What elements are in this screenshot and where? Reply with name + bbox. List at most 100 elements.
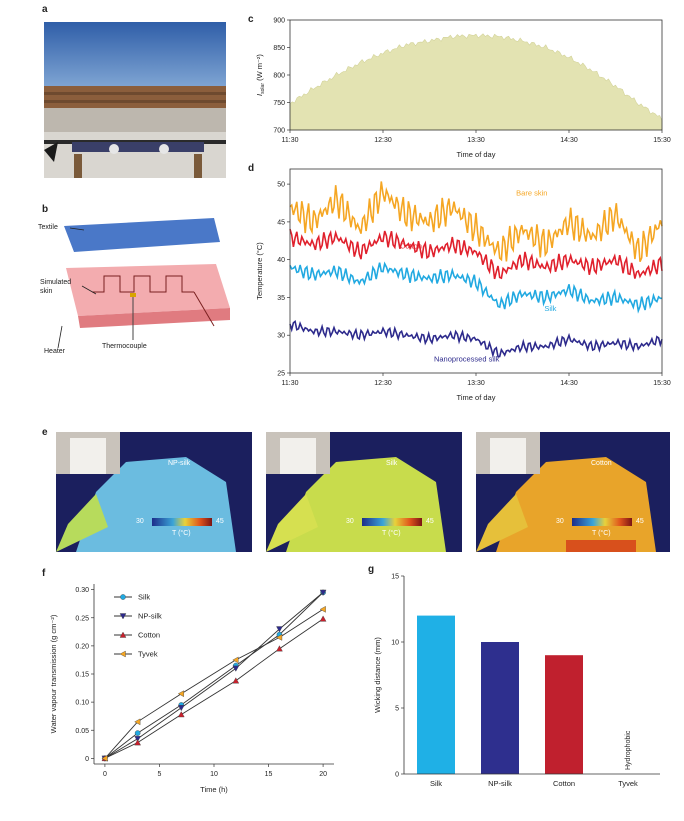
bar-silk bbox=[417, 615, 455, 774]
y-tick-label: 0.05 bbox=[75, 728, 89, 735]
y-tick-label: 800 bbox=[273, 73, 285, 80]
textile-label: Textile bbox=[38, 224, 58, 231]
x-tick-label: 11:30 bbox=[282, 137, 299, 144]
data-point bbox=[134, 718, 141, 726]
series-line-np-silk bbox=[104, 592, 324, 759]
y-axis-label: Temperature (°C) bbox=[255, 242, 264, 300]
x-tick-label: 0 bbox=[103, 771, 107, 778]
data-point bbox=[276, 626, 283, 633]
thermal-images-drawing bbox=[56, 432, 670, 552]
x-tick-label: 11:30 bbox=[282, 380, 299, 387]
x-tick-label: 13:30 bbox=[467, 380, 485, 387]
legend-marker bbox=[120, 594, 126, 600]
y-tick-label: 0.10 bbox=[75, 700, 89, 707]
thermal-scale-min-1: 30 bbox=[136, 518, 144, 525]
thermal-scale-min-2: 30 bbox=[346, 518, 354, 525]
y-tick-label: 0.25 bbox=[75, 615, 89, 622]
data-point bbox=[319, 615, 327, 622]
wicking-distance-chart: Silk NP-silk Cotton Tyvek Hydrophobic 0 5 10 15 W… bbox=[373, 574, 660, 788]
schematic-drawing bbox=[57, 218, 230, 349]
y-tick-label: 5 bbox=[395, 706, 399, 713]
solar-area bbox=[289, 33, 663, 131]
panel-label-a: a bbox=[42, 4, 48, 15]
legend-label: Cotton bbox=[138, 631, 160, 640]
panel-label-c: c bbox=[248, 14, 254, 25]
thermal-unit-2: T (°C) bbox=[382, 530, 401, 537]
thermal-scale-max-3: 45 bbox=[636, 518, 644, 525]
textile-schematic: Textile Simulated skin Heater Thermocoup… bbox=[38, 208, 244, 368]
y-tick-label: 50 bbox=[277, 182, 285, 189]
series-line-bare-skin bbox=[289, 181, 663, 263]
bar-cotton bbox=[545, 655, 583, 774]
x-tick-label: 14:30 bbox=[560, 137, 578, 144]
thermal-images: NP-silk 30 45 T (°C) Silk 30 45 T (°C) C… bbox=[56, 432, 670, 552]
y-tick-label: 700 bbox=[273, 128, 285, 135]
x-tick-label: Tyvek bbox=[618, 779, 638, 788]
panel-label-b: b bbox=[42, 204, 49, 215]
y-tick-label: 900 bbox=[273, 18, 285, 25]
panel-label-d: d bbox=[248, 163, 255, 174]
data-point bbox=[134, 730, 141, 736]
data-point bbox=[232, 665, 240, 672]
thermal-scale-max-2: 45 bbox=[426, 518, 434, 525]
series-line-silk bbox=[289, 261, 662, 314]
panel-label-g: g bbox=[368, 564, 375, 575]
legend-label: Silk bbox=[138, 593, 150, 602]
simulated-skin-line2: skin bbox=[40, 288, 53, 295]
hydrophobic-annotation: Hydrophobic bbox=[625, 730, 632, 770]
data-point bbox=[177, 690, 184, 698]
x-tick-label: 14:30 bbox=[560, 380, 578, 387]
panel-label-e: e bbox=[42, 427, 48, 438]
x-axis-label: Time of day bbox=[457, 150, 496, 159]
thermal-label-silk: Silk bbox=[386, 460, 398, 467]
solar-irradiance-chart: 700 750 800 850 900 11:30 12:30 13:30 14:30 15:30… bbox=[255, 18, 671, 160]
thermal-unit-1: T (°C) bbox=[172, 530, 191, 537]
y-tick-label: 750 bbox=[273, 100, 285, 107]
simulated-skin-line1: Simulated bbox=[40, 279, 72, 286]
y-tick-label: 0.30 bbox=[75, 587, 89, 594]
thermal-scale-min-3: 30 bbox=[556, 518, 564, 525]
series-label-silk: Silk bbox=[544, 304, 556, 313]
x-tick-label: NP-silk bbox=[488, 779, 512, 788]
series-line-cotton bbox=[289, 228, 663, 280]
x-tick-label: 12:30 bbox=[374, 137, 392, 144]
series-line-cotton bbox=[104, 618, 324, 759]
series-label-cotton: Cotton bbox=[400, 241, 422, 250]
data-point bbox=[177, 711, 185, 718]
legend-label: Tyvek bbox=[138, 650, 158, 659]
y-tick-label: 30 bbox=[277, 333, 285, 340]
data-point bbox=[319, 605, 326, 613]
data-point bbox=[134, 735, 141, 743]
series-line-tyvek bbox=[104, 608, 324, 759]
y-tick-label: 0.15 bbox=[75, 672, 89, 679]
x-axis-label: Time of day bbox=[457, 393, 496, 402]
y-tick-label: 25 bbox=[277, 371, 285, 378]
x-tick-label: 15:30 bbox=[653, 137, 671, 144]
simulated-skin-label: Simulated skin bbox=[40, 278, 71, 296]
y-axis-label: Isolar (W m⁻²) bbox=[255, 54, 266, 96]
data-point bbox=[232, 677, 240, 684]
y-tick-label: 10 bbox=[391, 640, 399, 647]
y-tick-label: 45 bbox=[277, 219, 285, 226]
y-tick-label: 0 bbox=[395, 772, 399, 779]
data-point bbox=[177, 705, 185, 712]
series-line-nanoprocessed-silk bbox=[289, 319, 663, 359]
thermal-scale-max-1: 45 bbox=[216, 518, 224, 525]
data-point bbox=[276, 645, 283, 652]
bar-np-silk bbox=[481, 642, 519, 774]
series-label-bare-skin: Bare skin bbox=[516, 188, 547, 197]
legend-marker bbox=[119, 650, 126, 658]
thermal-label-cotton: Cotton bbox=[591, 460, 612, 467]
x-tick-label: 15:30 bbox=[653, 380, 671, 387]
panel-label-f: f bbox=[42, 568, 46, 579]
rooftop-photo bbox=[44, 22, 226, 178]
series-line-silk bbox=[104, 592, 324, 759]
temperature-chart: 25 30 35 40 45 50 11:30 12:30 13:30 14:30 15:30 Tim… bbox=[255, 168, 671, 402]
y-tick-label: 0.20 bbox=[75, 643, 89, 650]
x-tick-label: 20 bbox=[319, 771, 327, 778]
thermal-label-np-silk: NP-silk bbox=[168, 460, 191, 467]
heater-label: Heater bbox=[44, 348, 66, 355]
y-tick-label: 850 bbox=[273, 45, 285, 52]
y-tick-label: 15 bbox=[391, 574, 399, 581]
x-axis-label: Time (h) bbox=[200, 785, 228, 794]
